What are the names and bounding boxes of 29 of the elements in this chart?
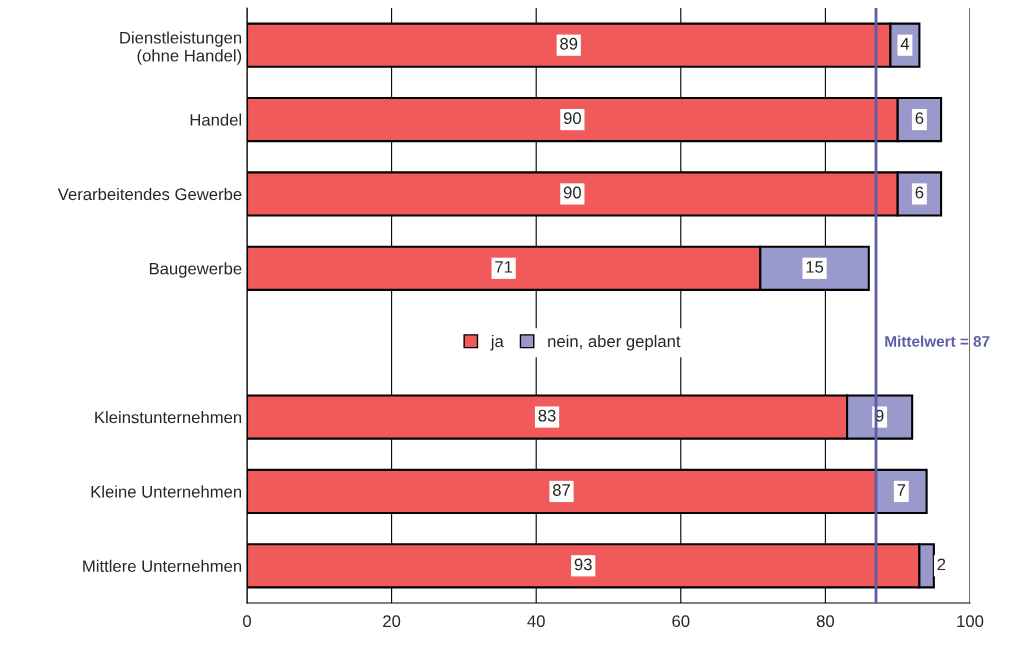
data-label: 2 [937,558,946,571]
x-tick-label: 20 [383,615,401,628]
data-label: 6 [915,186,924,199]
data-label: 87 [552,484,570,496]
y-tick-label: Mittlere Unternehmen [83,559,242,573]
data-label: 6 [915,112,924,125]
data-label: 90 [563,112,581,125]
y-tick-label: Kleine Unternehmen [91,485,242,498]
ref-line-label: Mittelwert = 87 [885,335,990,347]
legend-label: nein, aber geplant [548,334,681,351]
x-tick-label: 60 [672,615,690,628]
x-tick-label: 100 [957,615,984,628]
legend-label: ja [490,334,504,351]
y-tick-label: Dienstleistungen (ohne Handel) [120,31,242,65]
data-label: 7 [897,484,906,496]
y-tick-label: Baugewerbe [149,262,242,278]
data-label: 15 [806,261,824,273]
y-tick-label: Handel [190,113,242,126]
y-tick-label: Verarbeitendes Gewerbe [57,187,242,201]
x-tick-label: 0 [243,615,251,628]
data-label: 83 [538,409,556,422]
x-tick-label: 80 [816,615,835,628]
y-tick-label: Kleinstunternehmen [95,411,242,424]
data-label: 71 [495,261,513,273]
data-label: 93 [574,558,592,571]
data-label: 90 [563,186,581,199]
data-label: 4 [900,38,910,50]
data-label: 89 [560,37,578,50]
x-tick-label: 40 [527,615,545,628]
